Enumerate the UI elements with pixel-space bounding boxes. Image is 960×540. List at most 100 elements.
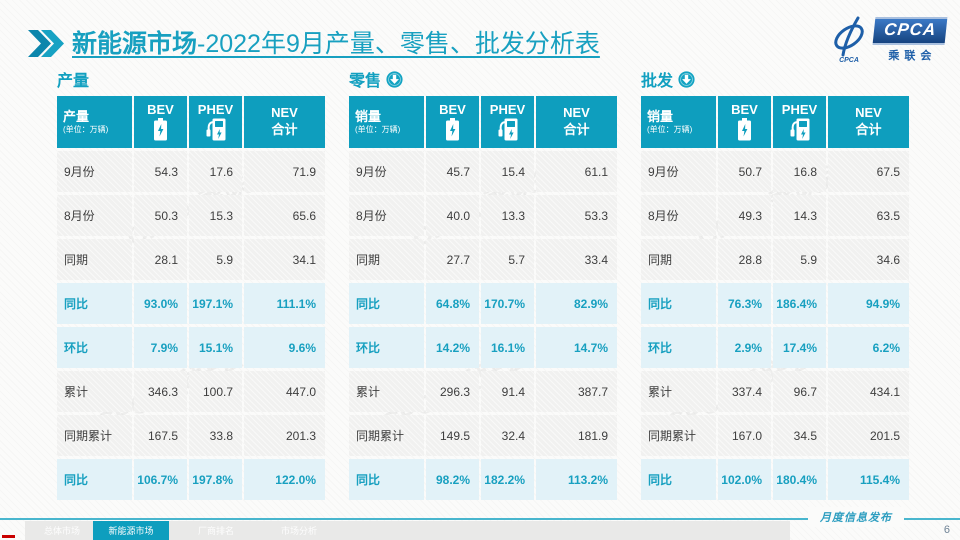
value-cell: 63.5 <box>828 195 909 236</box>
row-label-cell: 8月份 <box>57 195 132 236</box>
row-label-cell: 同期 <box>641 239 716 280</box>
value-cell: 197.1% <box>189 283 242 324</box>
row-label-cell: 环比 <box>641 327 716 368</box>
value-cell: 337.4 <box>718 371 771 412</box>
value-cell: 167.5 <box>134 415 187 456</box>
publication-label: 月度信息发布 <box>808 507 904 527</box>
value-cell: 15.1% <box>189 327 242 368</box>
value-cell: 33.8 <box>189 415 242 456</box>
row-label-cell: 同比 <box>57 283 132 324</box>
row-label-cell: 8月份 <box>641 195 716 236</box>
value-cell: 7.9% <box>134 327 187 368</box>
wholesale-table-section: 批发 销量 (单位：万辆) BEV PHEV NEV 合计 9月份 50.7 16.8 67.5 8… <box>641 67 909 500</box>
retail-section-label: 零售 <box>349 73 382 90</box>
nev-label-line2: 合计 <box>563 122 590 137</box>
row-label-cell: 同期 <box>57 239 132 280</box>
down-arrow-circle-icon <box>678 70 695 88</box>
tab-market-analysis[interactable]: 市场分析 <box>280 526 317 536</box>
nev-label-line2: 合计 <box>855 122 882 137</box>
row-label-cell: 同比 <box>57 459 132 500</box>
value-cell: 5.7 <box>481 239 534 280</box>
value-cell: 34.1 <box>244 239 325 280</box>
table-header-label-cell: 销量 (单位：万辆) <box>349 96 424 148</box>
value-cell: 76.3% <box>718 283 771 324</box>
tab-overall-market[interactable]: 总体市场 <box>43 526 80 536</box>
row-label-cell: 累计 <box>349 371 424 412</box>
value-cell: 180.4% <box>773 459 826 500</box>
value-cell: 53.3 <box>536 195 617 236</box>
page-number: 6 <box>943 524 950 536</box>
value-cell: 197.8% <box>189 459 242 500</box>
production-section-title: 产量 <box>57 67 323 91</box>
column-header-phev: PHEV <box>481 96 534 148</box>
value-cell: 17.6 <box>189 151 242 192</box>
value-cell: 45.7 <box>426 151 479 192</box>
value-cell: 106.7% <box>134 459 187 500</box>
value-cell: 61.1 <box>536 151 617 192</box>
value-cell: 122.0% <box>244 459 325 500</box>
charging-pump-icon <box>498 118 518 141</box>
value-cell: 34.5 <box>773 415 826 456</box>
value-cell: 14.3 <box>773 195 826 236</box>
row-label-cell: 9月份 <box>641 151 716 192</box>
row-label-cell: 9月份 <box>57 151 132 192</box>
row-label-cell: 环比 <box>57 327 132 368</box>
wholesale-section-label: 批发 <box>641 73 674 90</box>
value-cell: 33.4 <box>536 239 617 280</box>
value-cell: 186.4% <box>773 283 826 324</box>
value-cell: 201.5 <box>828 415 909 456</box>
value-cell: 67.5 <box>828 151 909 192</box>
value-cell: 170.7% <box>481 283 534 324</box>
value-cell: 54.3 <box>134 151 187 192</box>
tab-oem-ranking[interactable]: 厂商排名 <box>197 526 234 536</box>
value-cell: 28.1 <box>134 239 187 280</box>
row-label-cell: 同期累计 <box>349 415 424 456</box>
value-cell: 94.9% <box>828 283 909 324</box>
table-header-title: 销量 <box>647 109 674 125</box>
table-header-label-cell: 产量 (单位：万辆) <box>57 96 132 148</box>
value-cell: 15.3 <box>189 195 242 236</box>
column-header-phev: PHEV <box>189 96 242 148</box>
value-cell: 28.8 <box>718 239 771 280</box>
value-cell: 167.0 <box>718 415 771 456</box>
value-cell: 16.8 <box>773 151 826 192</box>
row-label-cell: 环比 <box>349 327 424 368</box>
table-header-unit: (单位：万辆) <box>355 125 401 134</box>
page-title: 新能源市场-2022年9月产量、零售、批发分析表 <box>72 24 600 60</box>
value-cell: 149.5 <box>426 415 479 456</box>
column-header-bev: BEV <box>426 96 479 148</box>
value-cell: 27.7 <box>426 239 479 280</box>
bev-label: BEV <box>147 102 174 117</box>
value-cell: 50.3 <box>134 195 187 236</box>
value-cell: 201.3 <box>244 415 325 456</box>
row-label-cell: 累计 <box>641 371 716 412</box>
footer-tab-strip: 总体市场 新能源市场 厂商排名 市场分析 <box>25 521 790 540</box>
value-cell: 96.7 <box>773 371 826 412</box>
production-section-label: 产量 <box>57 73 90 90</box>
value-cell: 181.9 <box>536 415 617 456</box>
page-title-rest: -2022年9月产量、零售、批发分析表 <box>197 30 600 58</box>
production-table-section: 产量 产量 (单位：万辆) BEV PHEV NEV 合计 9月份 54.3 17.6 71.9 8… <box>57 67 325 500</box>
battery-icon <box>738 118 751 141</box>
table-header-label-cell: 销量 (单位：万辆) <box>641 96 716 148</box>
bev-label: BEV <box>439 102 466 117</box>
tab-nev-market[interactable]: 新能源市场 <box>93 521 169 540</box>
title-row: 新能源市场-2022年9月产量、零售、批发分析表 <box>28 22 830 62</box>
value-cell: 6.2% <box>828 327 909 368</box>
tables-area: 产量 产量 (单位：万辆) BEV PHEV NEV 合计 9月份 54.3 17.6 71.9 8… <box>57 67 909 500</box>
table-header-title: 产量 <box>63 109 90 125</box>
retail-section-title: 零售 <box>349 67 615 91</box>
value-cell: 113.2% <box>536 459 617 500</box>
retail-table: 销量 (单位：万辆) BEV PHEV NEV 合计 9月份 45.7 15.4 61.1 8月份 4… <box>349 96 617 500</box>
value-cell: 49.3 <box>718 195 771 236</box>
value-cell: 102.0% <box>718 459 771 500</box>
value-cell: 64.8% <box>426 283 479 324</box>
page-title-market: 新能源市场 <box>72 30 198 58</box>
value-cell: 100.7 <box>189 371 242 412</box>
column-header-nev: NEV 合计 <box>536 96 617 148</box>
nev-label-line1: NEV <box>563 105 590 121</box>
nev-label-line1: NEV <box>271 105 298 121</box>
column-header-bev: BEV <box>718 96 771 148</box>
row-label-cell: 同比 <box>641 283 716 324</box>
value-cell: 346.3 <box>134 371 187 412</box>
